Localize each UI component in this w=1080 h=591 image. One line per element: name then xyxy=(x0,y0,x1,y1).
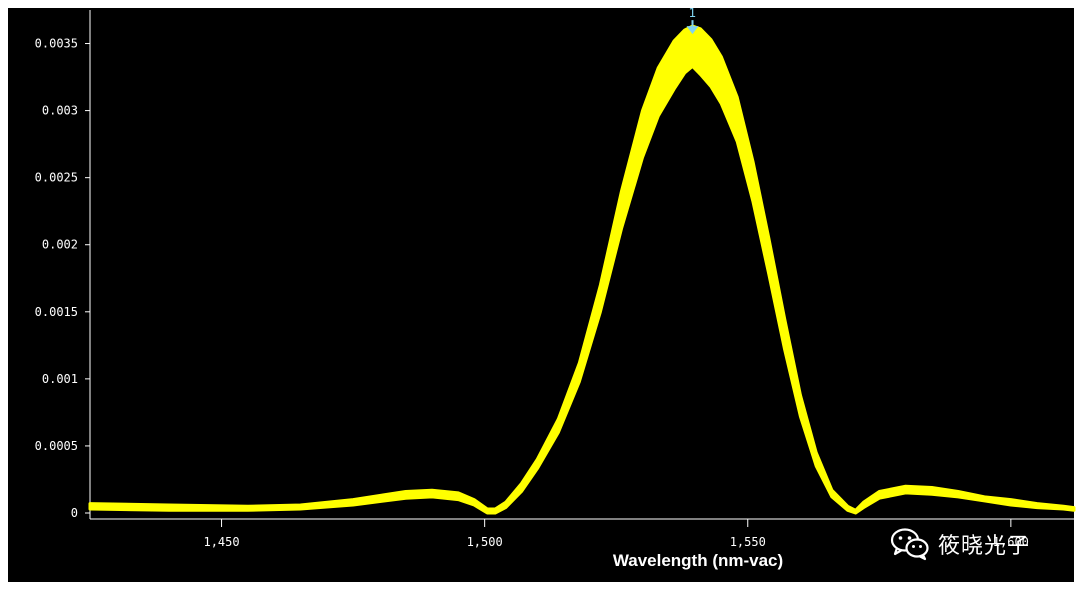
peak-marker[interactable]: 1 xyxy=(686,6,699,35)
y-tick-label: 0.002 xyxy=(42,238,78,252)
marker-arrow-icon[interactable] xyxy=(686,26,699,35)
watermark: 筱晓光子 xyxy=(890,524,1030,564)
y-tick-label: 0 xyxy=(71,506,78,520)
x-tick-label: 1,600 xyxy=(993,535,1029,549)
plot-background xyxy=(8,8,1074,582)
watermark-text: 筱晓光子 xyxy=(938,534,1031,559)
marker-label: 1 xyxy=(689,6,697,20)
axes: 0 0.0005 0.001 0.0015 0.002 0.0025 0.003 0.0035… xyxy=(35,10,1074,549)
y-tick-label: 0.003 xyxy=(42,104,78,118)
wechat-icon xyxy=(890,528,929,561)
x-axis-label: Wavelength (nm-vac) xyxy=(613,551,783,570)
spectrum-line xyxy=(89,44,1075,513)
y-tick-label: 0.0015 xyxy=(35,305,78,319)
x-tick-label: 1,550 xyxy=(730,535,766,549)
y-tick-label: 0.0035 xyxy=(35,37,78,51)
series-layer xyxy=(88,24,1076,515)
y-tick-label: 0.0025 xyxy=(35,171,78,185)
y-tick-label: 0.0005 xyxy=(35,439,78,453)
x-tick-label: 1,500 xyxy=(467,535,503,549)
y-tick-label: 0.001 xyxy=(42,372,78,386)
spectrum-band xyxy=(88,24,1076,515)
x-tick-label: 1,450 xyxy=(203,535,239,549)
